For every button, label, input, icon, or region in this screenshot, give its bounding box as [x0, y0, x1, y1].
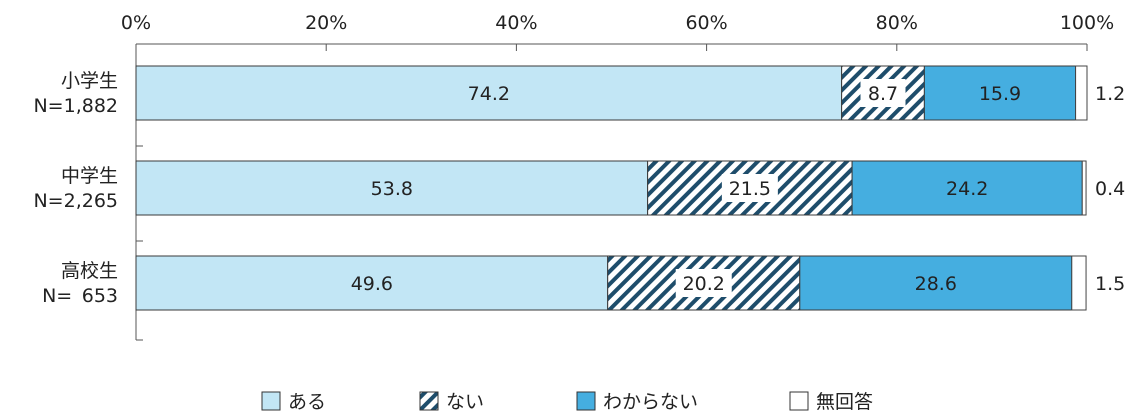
- legend-item: 無回答: [789, 391, 873, 413]
- data-label-bg: [675, 269, 732, 297]
- data-label: 49.6: [351, 273, 393, 295]
- category-label: 中学生: [61, 165, 118, 187]
- x-tick-label: 100%: [1060, 12, 1114, 34]
- legend-swatch: [576, 391, 596, 411]
- bar-segment: [1075, 65, 1088, 121]
- legend-label: わからない: [603, 391, 698, 413]
- data-label: 53.8: [371, 178, 413, 200]
- legend-item: わからない: [576, 391, 698, 413]
- data-label: 20.2: [683, 273, 725, 295]
- data-label: 28.6: [915, 273, 957, 295]
- bar-segment: [135, 160, 649, 216]
- bar-segment: [841, 65, 925, 121]
- category-label: 小学生: [61, 70, 118, 92]
- data-label: 74.2: [468, 83, 510, 105]
- legend-item: ない: [419, 391, 484, 413]
- category-n-label: N=2,265: [33, 190, 118, 212]
- x-tick-label: 80%: [876, 12, 918, 34]
- bar-group: 中学生 N=2,265 53.8 21.5 24.2 0.4: [33, 160, 1125, 216]
- bar-segment: [135, 255, 609, 311]
- legend-item: ある: [261, 391, 326, 413]
- bars: 小学生 N=1,882 74.2 8.7 15.9 1.2 中学生 N=2,265 53.8 21…: [33, 65, 1125, 311]
- legend-label: ない: [446, 391, 484, 413]
- x-tick-label: 0%: [121, 12, 151, 34]
- bar-segment: [799, 255, 1073, 311]
- x-tick-label: 40%: [495, 12, 537, 34]
- x-tick-label: 20%: [305, 12, 347, 34]
- x-tick-label: 60%: [685, 12, 727, 34]
- legend-swatch: [789, 391, 809, 411]
- category-n-label: N=1,882: [33, 95, 118, 117]
- bar-segment: [1081, 160, 1087, 216]
- category-n-label: N= 653: [42, 285, 118, 307]
- bar-group: 高校生 N= 653 49.6 20.2 28.6 1.5: [42, 255, 1125, 311]
- legend-label: ある: [288, 391, 326, 413]
- legend-swatch: [419, 391, 439, 411]
- legend-swatch: [261, 391, 281, 411]
- data-label: 1.5: [1095, 273, 1125, 295]
- bar-segment: [851, 160, 1083, 216]
- legend: ある ない わからない 無回答: [261, 391, 873, 413]
- bar-segment: [1071, 255, 1087, 311]
- data-label: 15.9: [979, 83, 1021, 105]
- data-label: 24.2: [946, 178, 988, 200]
- legend-label: 無回答: [816, 391, 873, 413]
- data-label: 1.2: [1095, 83, 1125, 105]
- category-label: 高校生: [61, 260, 118, 282]
- data-label: 0.4: [1095, 178, 1125, 200]
- bar-segment: [135, 65, 843, 121]
- bar-segment: [923, 65, 1077, 121]
- data-label: 8.7: [868, 83, 898, 105]
- data-label-bg: [721, 174, 778, 202]
- data-label-bg: [860, 79, 906, 107]
- bar-group: 小学生 N=1,882 74.2 8.7 15.9 1.2: [33, 65, 1125, 121]
- data-label: 21.5: [729, 178, 771, 200]
